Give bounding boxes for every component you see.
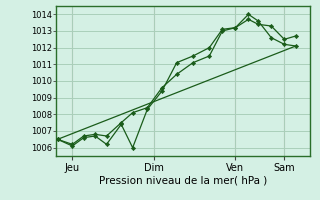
X-axis label: Pression niveau de la mer( hPa ): Pression niveau de la mer( hPa ) <box>99 176 267 186</box>
